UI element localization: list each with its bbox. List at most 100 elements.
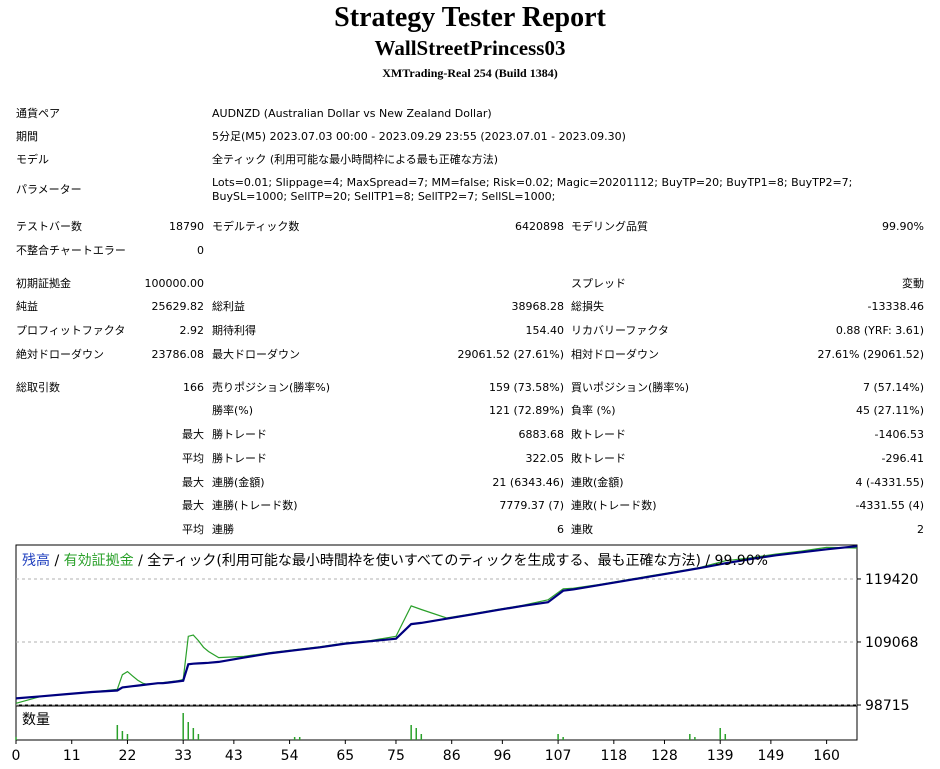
total-trades-label: 総取引数 bbox=[16, 381, 60, 394]
net-profit-label: 純益 bbox=[16, 300, 38, 313]
consecutive-wins-amount-label: 連勝(金額) bbox=[212, 476, 265, 489]
y-tick-label: 98715 bbox=[865, 698, 910, 714]
profit-trades-value: 121 (72.89%) bbox=[488, 404, 564, 417]
broker-server-info: XMTrading-Real 254 (Build 1384) bbox=[382, 66, 558, 80]
period-value: 5分足(M5) 2023.07.03 00:00 - 2023.09.29 23… bbox=[212, 130, 626, 143]
initial-deposit-value: 100000.00 bbox=[144, 277, 205, 290]
symbol-label: 通貨ペア bbox=[16, 107, 60, 120]
x-tick-label: 43 bbox=[225, 748, 243, 764]
mismatch-errors-label: 不整合チャートエラー bbox=[16, 244, 126, 257]
average-loss-label: 敗トレード bbox=[571, 452, 626, 465]
long-positions-value: 7 (57.14%) bbox=[862, 381, 924, 394]
short-positions-label: 売りポジション(勝率%) bbox=[212, 381, 331, 394]
total-trades-value: 166 bbox=[183, 381, 204, 394]
recovery-factor-label: リカバリーファクタ bbox=[571, 324, 669, 337]
spread-label: スプレッド bbox=[571, 277, 626, 290]
recovery-factor-value: 0.88 (YRF: 3.61) bbox=[835, 324, 924, 337]
average-loss-value: -296.41 bbox=[881, 452, 924, 465]
legend-description: / 全ティック(利用可能な最小時間枠を使いすべてのティックを生成する、最も正確な… bbox=[134, 552, 768, 569]
relative-drawdown-label: 相対ドローダウン bbox=[571, 348, 659, 361]
gross-profit-value: 38968.28 bbox=[511, 300, 565, 313]
model-ticks-value: 6420898 bbox=[515, 220, 564, 233]
average-consecutive-label: 平均 bbox=[182, 523, 204, 536]
x-tick-label: 139 bbox=[707, 748, 734, 764]
chart-grid bbox=[16, 578, 857, 706]
gross-loss-label: 総損失 bbox=[571, 300, 604, 313]
initial-deposit-label: 初期証拠金 bbox=[16, 277, 71, 290]
symbol-value: AUDNZD (Australian Dollar vs New Zealand… bbox=[212, 107, 492, 120]
x-tick-label: 86 bbox=[443, 748, 461, 764]
volume-plot-frame bbox=[15, 705, 858, 741]
relative-drawdown-value: 27.61% (29061.52) bbox=[817, 348, 924, 361]
avg-consecutive-wins-label: 連勝 bbox=[212, 523, 234, 536]
maximal-drawdown-value: 29061.52 (27.61%) bbox=[457, 348, 564, 361]
y-axis-ticks: 119420 109068 98715 bbox=[857, 572, 918, 714]
modelling-quality-value: 99.90% bbox=[882, 220, 924, 233]
volume-bars bbox=[15, 713, 727, 740]
consecutive-loss-count-label: 連敗(トレード数) bbox=[571, 499, 657, 512]
x-tick-label: 149 bbox=[758, 748, 785, 764]
largest-loss-label: 敗トレード bbox=[571, 428, 626, 441]
balance-equity-chart: 残高 / 有効証拠金 / 全ティック(利用可能な最小時間枠を使いすべてのティック… bbox=[12, 544, 918, 764]
x-tick-label: 54 bbox=[281, 748, 299, 764]
x-tick-label: 22 bbox=[119, 748, 137, 764]
consecutive-losses-amount-label: 連敗(金額) bbox=[571, 476, 624, 489]
x-axis-ticks: 0 11 22 33 43 54 65 75 86 96 107 118 128 139 149 160 bbox=[12, 740, 840, 764]
legend-balance: 残高 bbox=[22, 552, 50, 569]
gross-profit-label: 総利益 bbox=[212, 300, 245, 313]
maximal-label: 最大 bbox=[182, 499, 204, 512]
average-label: 平均 bbox=[182, 452, 204, 465]
model-ticks-label: モデルティック数 bbox=[212, 220, 300, 233]
loss-trades-label: 負率 (%) bbox=[571, 404, 616, 417]
profit-factor-label: プロフィットファクタ bbox=[16, 324, 126, 337]
short-positions-value: 159 (73.58%) bbox=[488, 381, 564, 394]
x-tick-label: 11 bbox=[63, 748, 81, 764]
consecutive-losses-amount-value: 4 (-4331.55) bbox=[855, 476, 924, 489]
average-profit-label: 勝トレード bbox=[212, 452, 267, 465]
x-tick-label: 0 bbox=[12, 748, 21, 764]
profit-factor-value: 2.92 bbox=[179, 324, 205, 337]
absolute-drawdown-label: 絶対ドローダウン bbox=[16, 348, 104, 361]
main-plot-frame bbox=[15, 544, 858, 706]
x-tick-label: 160 bbox=[813, 748, 840, 764]
x-tick-label: 107 bbox=[545, 748, 572, 764]
absolute-drawdown-value: 23786.08 bbox=[151, 348, 205, 361]
balance-series-line bbox=[15, 545, 858, 700]
maximal-drawdown-label: 最大ドローダウン bbox=[212, 348, 300, 361]
spread-value: 変動 bbox=[902, 277, 924, 290]
expected-payoff-value: 154.40 bbox=[525, 324, 565, 337]
test-bars-label: テストバー数 bbox=[16, 220, 82, 233]
loss-trades-value: 45 (27.11%) bbox=[855, 404, 924, 417]
period-label: 期間 bbox=[16, 130, 38, 143]
consecutive-loss-count-value: -4331.55 (4) bbox=[855, 499, 924, 512]
modelling-quality-label: モデリング品質 bbox=[571, 220, 648, 233]
x-tick-label: 33 bbox=[174, 748, 192, 764]
x-tick-label: 96 bbox=[493, 748, 511, 764]
maximum-label: 最大 bbox=[182, 476, 204, 489]
expert-advisor-name: WallStreetPrincess03 bbox=[374, 36, 566, 60]
x-tick-label: 65 bbox=[336, 748, 354, 764]
y-tick-label: 119420 bbox=[865, 572, 918, 588]
legend-separator: / bbox=[50, 553, 64, 569]
consecutive-profit-count-label: 連勝(トレード数) bbox=[212, 499, 298, 512]
average-profit-value: 322.05 bbox=[525, 452, 565, 465]
report-title: Strategy Tester Report bbox=[334, 2, 606, 33]
avg-consecutive-losses-label: 連敗 bbox=[571, 523, 593, 536]
expected-payoff-label: 期待利得 bbox=[212, 324, 256, 337]
avg-consecutive-losses-value: 2 bbox=[917, 523, 924, 536]
consecutive-profit-count-value: 7779.37 (7) bbox=[499, 499, 564, 512]
chart-legend: 残高 / 有効証拠金 / 全ティック(利用可能な最小時間枠を使いすべてのティック… bbox=[22, 552, 768, 569]
largest-loss-value: -1406.53 bbox=[874, 428, 924, 441]
x-tick-label: 75 bbox=[387, 748, 405, 764]
model-value: 全ティック (利用可能な最小時間枠による最も正確な方法) bbox=[212, 153, 499, 166]
long-positions-label: 買いポジション(勝率%) bbox=[571, 381, 690, 394]
largest-profit-label: 勝トレード bbox=[212, 428, 267, 441]
gross-loss-value: -13338.46 bbox=[867, 300, 924, 313]
x-tick-label: 128 bbox=[651, 748, 678, 764]
mismatch-errors-value: 0 bbox=[197, 244, 204, 257]
x-tick-label: 118 bbox=[600, 748, 627, 764]
consecutive-wins-amount-value: 21 (6343.46) bbox=[492, 476, 564, 489]
y-tick-label: 109068 bbox=[865, 635, 918, 651]
largest-profit-value: 6883.68 bbox=[518, 428, 565, 441]
volume-label: 数量 bbox=[22, 712, 50, 728]
